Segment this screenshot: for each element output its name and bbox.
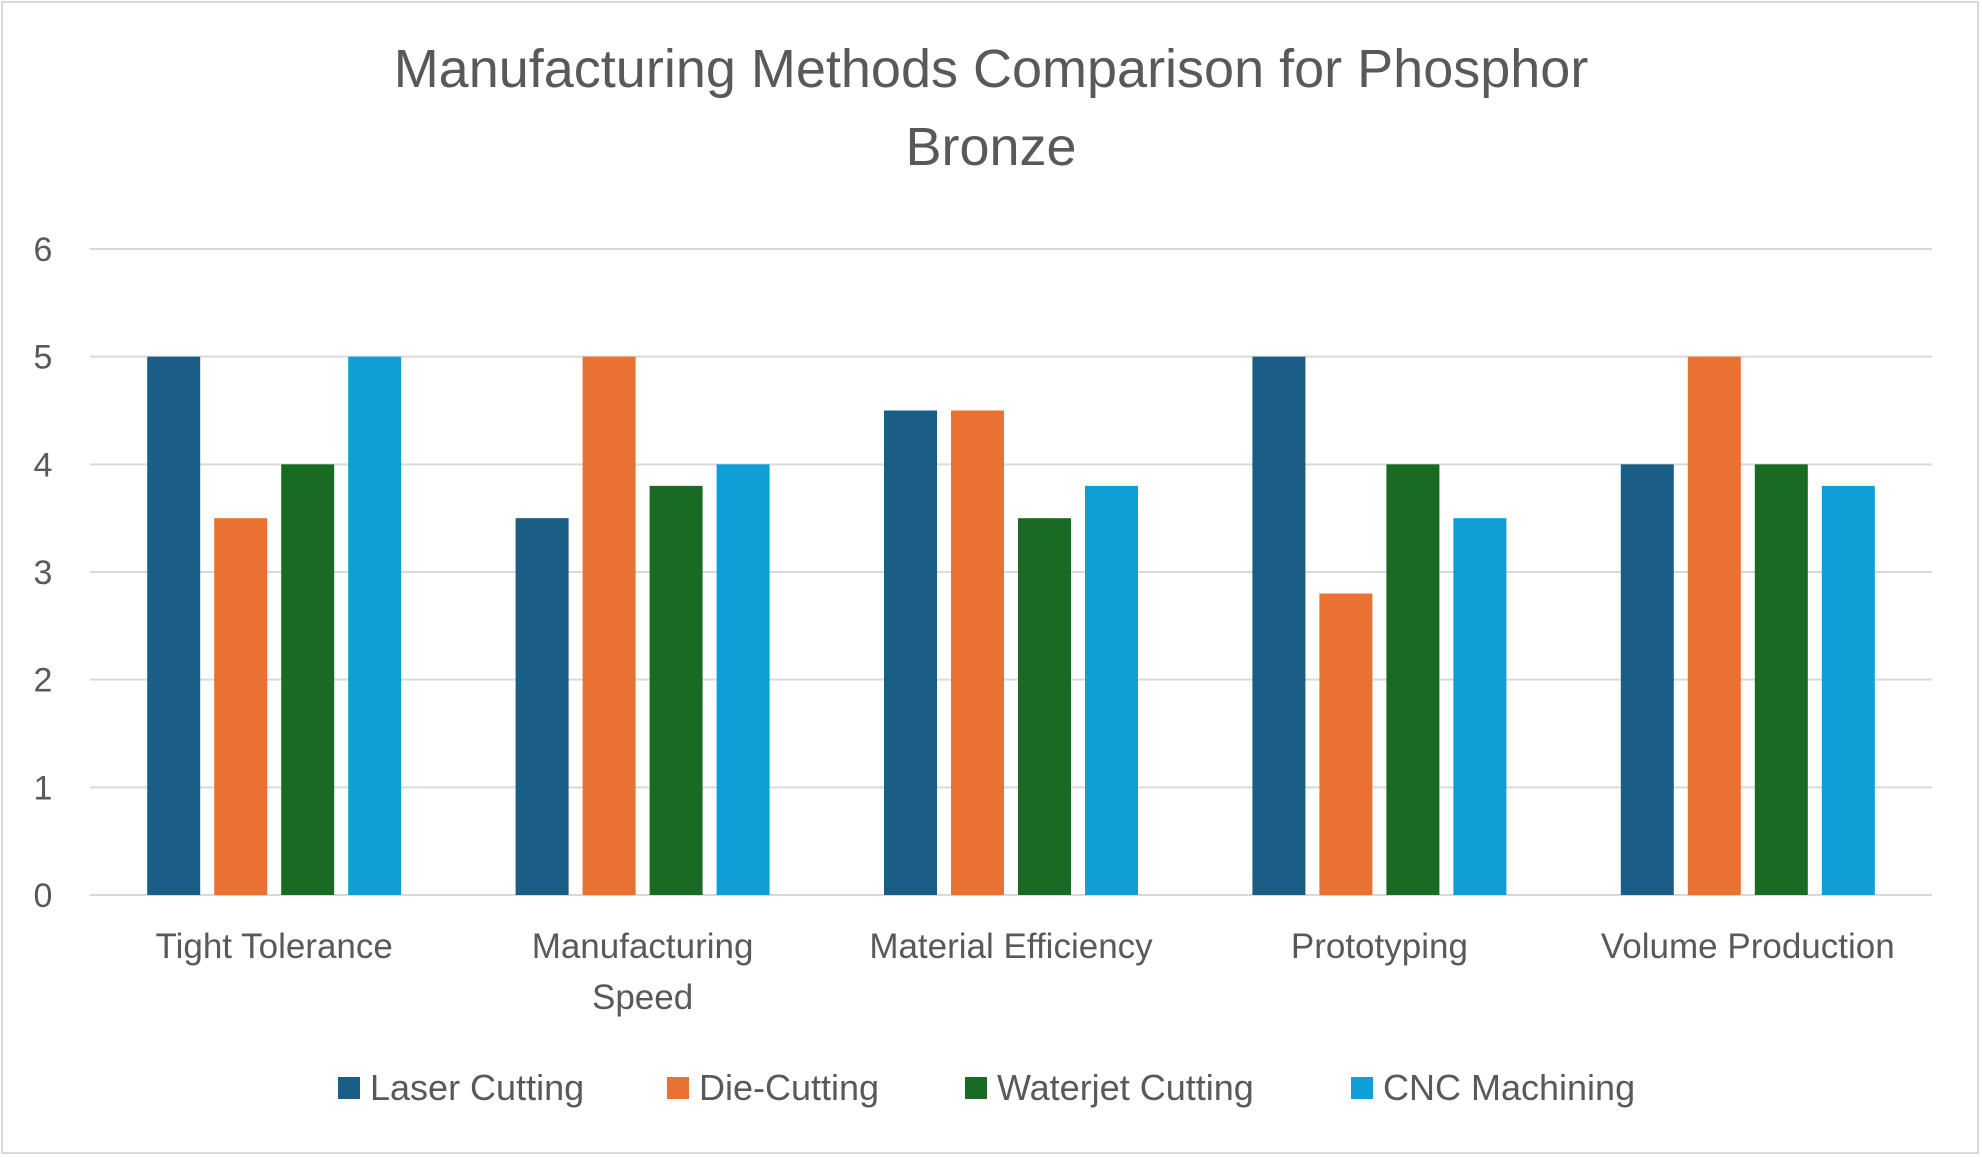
bar-laser-cutting-2 xyxy=(515,518,569,895)
x-tick-label: Speed xyxy=(592,978,693,1017)
bars xyxy=(147,356,1875,896)
legend-label: Die-Cutting xyxy=(699,1067,879,1108)
legend: Laser Cutting Die-Cutting Waterjet Cutting… xyxy=(338,1067,1635,1108)
chart-title-line-2: Bronze xyxy=(905,117,1077,177)
x-axis-labels: Tight Tolerance Manufacturing Speed Materia… xyxy=(156,927,1895,1017)
bar-die-cutting-4 xyxy=(1319,593,1373,895)
y-tick-label: 3 xyxy=(34,554,53,592)
bar-cnc-machining-2 xyxy=(716,464,770,895)
bar-waterjet-cutting-2 xyxy=(649,485,703,895)
legend-swatch xyxy=(338,1077,360,1099)
bar-laser-cutting-4 xyxy=(1252,356,1306,896)
bar-die-cutting-2 xyxy=(582,356,636,896)
x-tick-label: Prototyping xyxy=(1291,927,1468,966)
y-tick-label: 1 xyxy=(34,769,53,807)
y-tick-label: 4 xyxy=(34,446,53,484)
bar-die-cutting-1 xyxy=(214,518,268,895)
bar-waterjet-cutting-4 xyxy=(1386,464,1440,895)
legend-label: Waterjet Cutting xyxy=(997,1067,1254,1108)
y-tick-label: 6 xyxy=(34,231,53,269)
bar-cnc-machining-3 xyxy=(1085,485,1138,895)
bar-die-cutting-5 xyxy=(1687,356,1741,896)
bar-cnc-machining-4 xyxy=(1453,518,1507,895)
bar-die-cutting-3 xyxy=(951,410,1004,895)
bar-waterjet-cutting-3 xyxy=(1018,518,1071,895)
x-tick-label: Material Efficiency xyxy=(869,927,1153,966)
x-tick-label: Tight Tolerance xyxy=(156,927,393,966)
bar-laser-cutting-3 xyxy=(884,410,937,895)
legend-swatch xyxy=(667,1077,689,1099)
legend-swatch xyxy=(1351,1077,1373,1099)
chart-title: Manufacturing Methods Comparison for Pho… xyxy=(0,30,1982,186)
bar-laser-cutting-5 xyxy=(1620,464,1674,895)
y-axis-ticks: 0 1 2 3 4 5 6 xyxy=(34,231,53,915)
bar-cnc-machining-5 xyxy=(1821,485,1875,895)
y-tick-label: 0 xyxy=(34,877,53,915)
legend-label: CNC Machining xyxy=(1383,1067,1635,1108)
bar-cnc-machining-1 xyxy=(348,356,402,896)
legend-label: Laser Cutting xyxy=(370,1067,584,1108)
legend-swatch xyxy=(965,1077,987,1099)
x-tick-label: Manufacturing xyxy=(532,927,754,966)
y-tick-label: 5 xyxy=(34,339,53,377)
x-tick-label: Volume Production xyxy=(1601,927,1895,966)
bar-laser-cutting-1 xyxy=(147,356,201,896)
bar-waterjet-cutting-1 xyxy=(281,464,335,895)
chart-title-line-1: Manufacturing Methods Comparison for Pho… xyxy=(393,39,1589,99)
y-tick-label: 2 xyxy=(34,662,53,700)
bar-waterjet-cutting-5 xyxy=(1754,464,1808,895)
